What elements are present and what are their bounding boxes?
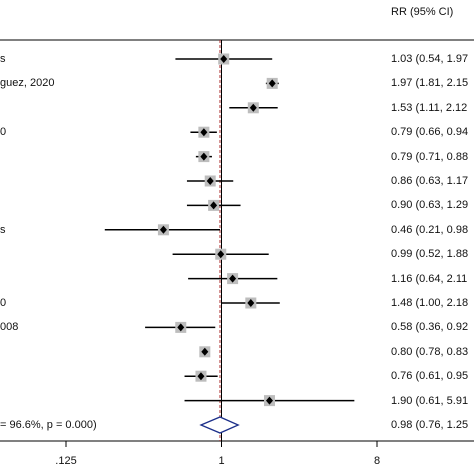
overall-label: = 96.6%, p = 0.000) (0, 419, 97, 431)
study-ci-text: 0.80 (0.78, 0.83 (391, 345, 469, 358)
study-row (186, 199, 241, 211)
point-estimate (177, 323, 185, 332)
x-tick-label: 8 (373, 455, 381, 467)
study-row (145, 321, 216, 333)
point-estimate (200, 128, 208, 137)
x-tick-label: .125 (55, 455, 77, 467)
study-ci-text: 1.97 (1.81, 2.15 (391, 77, 469, 90)
study-ci-text: 1.90 (0.61, 5.91 (391, 394, 469, 407)
study-ci-text: 0.86 (0.63, 1.17 (391, 175, 469, 187)
study-ci-text: 0.76 (0.61, 0.95 (391, 370, 469, 383)
study-ci-text: 0.90 (0.63, 1.29 (391, 199, 469, 212)
study-row (172, 248, 269, 260)
study-label: 008 (0, 321, 19, 334)
point-estimate (197, 372, 205, 381)
ci-column-header: RR (95% CI) (391, 6, 454, 18)
point-estimate (200, 152, 208, 161)
point-estimate (268, 79, 276, 88)
point-estimate (159, 225, 167, 234)
point-estimate (249, 103, 257, 112)
study-row (175, 53, 273, 65)
point-estimate (217, 250, 225, 259)
study-ci-text: 1.53 (1.11, 2.12 (391, 101, 468, 114)
study-label: 0 (0, 297, 7, 309)
study-row (195, 151, 212, 163)
study-ci-text: 0.79 (0.71, 0.88 (391, 150, 469, 163)
point-estimate (206, 177, 214, 185)
study-label: s (0, 223, 6, 236)
overall-ci-text: 0.98 (0.76, 1.25 (391, 419, 469, 431)
study-label: guez, 2020 (0, 77, 55, 90)
study-row (104, 224, 220, 236)
point-estimate (201, 347, 209, 356)
point-estimate (247, 299, 255, 307)
point-estimate (220, 55, 228, 63)
study-row (184, 395, 355, 407)
study-ci-text: 0.79 (0.66, 0.94 (391, 126, 469, 139)
overall-diamond (199, 416, 240, 434)
study-ci-text: 0.99 (0.52, 1.88 (391, 248, 469, 261)
study-row (265, 77, 279, 89)
point-estimate (265, 396, 273, 405)
study-ci-text: 1.03 (0.54, 1.97 (391, 53, 469, 65)
x-tick-label: 1 (218, 455, 225, 467)
study-ci-text: 0.58 (0.36, 0.92 (391, 321, 469, 334)
study-row (199, 346, 211, 358)
study-row (186, 175, 234, 187)
study-ci-text: 0.46 (0.21, 0.98 (391, 223, 469, 236)
study-row (190, 126, 217, 138)
study-label: 0 (0, 126, 7, 139)
point-estimate (229, 274, 237, 283)
study-ci-text: 1.16 (0.64, 2.11 (391, 272, 468, 285)
study-ci-text: 1.48 (1.00, 2.18 (391, 297, 469, 309)
study-row (221, 297, 280, 309)
study-row (184, 370, 218, 382)
study-label: s (0, 53, 6, 65)
study-row (229, 102, 278, 114)
study-row (188, 273, 278, 285)
point-estimate (210, 201, 218, 210)
